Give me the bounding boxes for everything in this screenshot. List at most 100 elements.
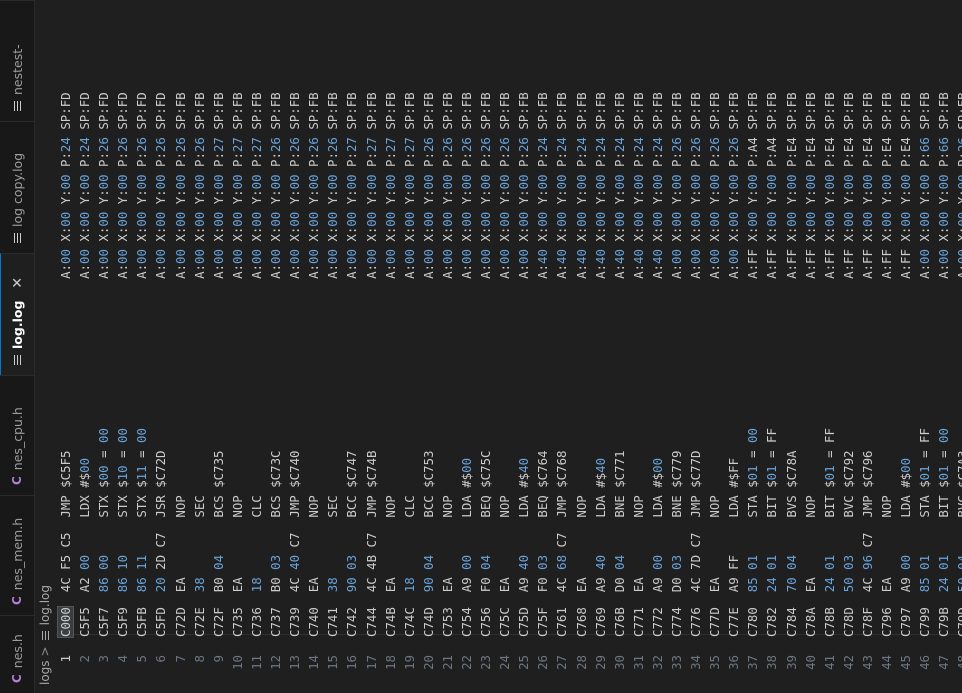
tab-log-log[interactable]: log.log ✕	[0, 253, 34, 375]
chevron-right-icon: >	[38, 646, 52, 657]
log-line[interactable]: 13 C739 4C 40 C7 JMP $C740 A:00 X:00 Y:00…	[285, 0, 304, 693]
address: C000	[57, 605, 74, 639]
line-number: 3	[96, 655, 112, 663]
log-line[interactable]: 9 C72F B0 04 BCS $C735 A:00 X:00 Y:00 P:2…	[209, 0, 228, 693]
address: C78B	[821, 607, 837, 637]
log-line[interactable]: 16 C742 90 03 BCC $C747 A:00 X:00 Y:00 P:…	[342, 0, 361, 693]
log-line[interactable]: 6 C5FD 20 2D C7 JSR $C72D A:00 X:00 Y:00 …	[151, 0, 170, 693]
address: C740	[306, 607, 322, 637]
tab-nes-h[interactable]: C nes.h	[0, 615, 34, 693]
log-line[interactable]: 28 C768 EA NOP A:40 X:00 Y:00 P:24 SP:FB	[572, 0, 591, 693]
address: C77E	[726, 607, 742, 637]
line-number: 30	[611, 655, 627, 670]
log-line[interactable]: 38 C782 24 01 BIT $01 = FF A:FF X:00 Y:00…	[762, 0, 781, 693]
log-line[interactable]: 47 C79B 24 01 BIT $01 = 00 A:00 X:00 Y:00…	[934, 0, 953, 693]
log-line[interactable]: 5 C5FB 86 11 STX $11 = 00 A:00 X:00 Y:00 …	[132, 0, 151, 693]
log-line[interactable]: 1 C000 4C F5 C5 JMP $C5F5 A:00 X:00 Y:00 …	[56, 0, 75, 693]
log-line[interactable]: 19 C74C 18 CLC A:00 X:00 Y:00 P:27 SP:FB	[400, 0, 419, 693]
address: C784	[783, 607, 799, 637]
log-line[interactable]: 11 C736 18 CLC A:00 X:00 Y:00 P:27 SP:FB	[247, 0, 266, 693]
log-line[interactable]: 23 C756 F0 04 BEQ $C75C A:00 X:00 Y:00 P:…	[476, 0, 495, 693]
log-line[interactable]: 10 C735 EA NOP A:00 X:00 Y:00 P:27 SP:FB	[228, 0, 247, 693]
log-line[interactable]: 39 C784 70 04 BVS $C78A A:FF X:00 Y:00 P:…	[782, 0, 801, 693]
log-line[interactable]: 18 C74B EA NOP A:00 X:00 Y:00 P:27 SP:FB	[381, 0, 400, 693]
line-number: 10	[229, 655, 245, 670]
log-line[interactable]: 43 C78F 4C 96 C7 JMP $C796 A:FF X:00 Y:00…	[858, 0, 877, 693]
log-line[interactable]: 36 C77E A9 FF LDA #$FF A:00 X:00 Y:00 P:2…	[724, 0, 743, 693]
log-line-text: C780 85 01 STA $01 = 00 A:FF X:00 Y:00 P…	[745, 92, 761, 637]
tab-label: log copy.log	[9, 152, 25, 227]
log-line[interactable]: 45 C797 A9 00 LDA #$00 A:FF X:00 Y:00 P:E…	[896, 0, 915, 693]
log-line[interactable]: 2 C5F5 A2 00 LDX #$00 A:00 X:00 Y:00 P:24…	[75, 0, 94, 693]
log-line[interactable]: 40 C78A EA NOP A:FF X:00 Y:00 P:E4 SP:FB	[801, 0, 820, 693]
c-file-icon: C	[10, 476, 24, 485]
address: C741	[325, 607, 341, 637]
log-line[interactable]: 48 C79D 50 04 BVC $C7A3 A:00 X:00 Y:00 P:…	[953, 0, 962, 693]
log-line-text: C769 A9 40 LDA #$40 A:40 X:00 Y:00 P:24 …	[592, 92, 608, 637]
log-line[interactable]: 3 C5F7 86 00 STX $00 = 00 A:00 X:00 Y:00 …	[94, 0, 113, 693]
log-line[interactable]: 35 C77D EA NOP A:00 X:00 Y:00 P:26 SP:FB	[705, 0, 724, 693]
log-line-text: C78D 50 03 BVC $C792 A:FF X:00 Y:00 P:E4…	[840, 92, 856, 637]
line-number: 35	[707, 655, 723, 670]
log-line[interactable]: 34 C776 4C 7D C7 JMP $C77D A:00 X:00 Y:00…	[686, 0, 705, 693]
tab-log-copy-log[interactable]: log copy.log	[0, 121, 34, 253]
address: C5F5	[77, 607, 93, 637]
log-line[interactable]: 44 C796 EA NOP A:FF X:00 Y:00 P:E4 SP:FB	[877, 0, 896, 693]
log-line-text: C768 EA NOP A:40 X:00 Y:00 P:24 SP:FB	[573, 92, 589, 637]
tab-nes-mem-h[interactable]: C nes_mem.h	[0, 495, 34, 615]
log-line[interactable]: 17 C744 4C 4B C7 JMP $C74B A:00 X:00 Y:00…	[362, 0, 381, 693]
log-line-text: C78A EA NOP A:FF X:00 Y:00 P:E4 SP:FB	[802, 92, 818, 637]
line-number: 29	[592, 655, 608, 670]
log-line[interactable]: 26 C75F F0 03 BEQ $C764 A:40 X:00 Y:00 P:…	[533, 0, 552, 693]
log-line[interactable]: 41 C78B 24 01 BIT $01 = FF A:FF X:00 Y:00…	[820, 0, 839, 693]
tab-bar: C nes.h C nes_mem.h C nes_cpu.h log.log …	[0, 0, 35, 693]
log-line[interactable]: 46 C799 85 01 STA $01 = FF A:00 X:00 Y:00…	[915, 0, 934, 693]
address: C739	[287, 607, 303, 637]
log-line[interactable]: 37 C780 85 01 STA $01 = 00 A:FF X:00 Y:00…	[743, 0, 762, 693]
code-editor[interactable]: 1 C000 4C F5 C5 JMP $C5F5 A:00 X:00 Y:00 …	[56, 0, 962, 693]
text-file-icon	[12, 355, 23, 365]
address: C742	[344, 607, 360, 637]
log-line-text: C77E A9 FF LDA #$FF A:00 X:00 Y:00 P:26 …	[726, 92, 742, 637]
close-icon[interactable]: ✕	[9, 276, 26, 289]
line-number: 21	[439, 655, 455, 670]
address: C744	[363, 607, 379, 637]
log-line[interactable]: 8 C72E 38 SEC A:00 X:00 Y:00 P:26 SP:FB	[190, 0, 209, 693]
log-line[interactable]: 4 C5F9 86 10 STX $10 = 00 A:00 X:00 Y:00 …	[113, 0, 132, 693]
line-number: 36	[726, 655, 742, 670]
log-line[interactable]: 29 C769 A9 40 LDA #$40 A:40 X:00 Y:00 P:2…	[591, 0, 610, 693]
log-line[interactable]: 20 C74D 90 04 BCC $C753 A:00 X:00 Y:00 P:…	[419, 0, 438, 693]
line-number: 11	[248, 655, 264, 670]
tab-nes-cpu-h[interactable]: C nes_cpu.h	[0, 375, 34, 495]
log-line-text: C737 B0 03 BCS $C73C A:00 X:00 Y:00 P:26…	[268, 92, 284, 637]
log-line[interactable]: 30 C76B D0 04 BNE $C771 A:40 X:00 Y:00 P:…	[610, 0, 629, 693]
breadcrumb-folder[interactable]: logs	[38, 660, 52, 685]
tab-nestest[interactable]: nestest-	[0, 0, 34, 121]
log-line[interactable]: 24 C75C EA NOP A:00 X:00 Y:00 P:26 SP:FB	[495, 0, 514, 693]
log-line[interactable]: 25 C75D A9 40 LDA #$40 A:00 X:00 Y:00 P:2…	[514, 0, 533, 693]
log-line-text: C739 4C 40 C7 JMP $C740 A:00 X:00 Y:00 P…	[287, 92, 303, 637]
breadcrumb-file[interactable]: log.log	[38, 584, 52, 626]
log-line[interactable]: 7 C72D EA NOP A:00 X:00 Y:00 P:26 SP:FB	[171, 0, 190, 693]
log-line-text: C79B 24 01 BIT $01 = 00 A:00 X:00 Y:00 P…	[936, 92, 952, 637]
breadcrumb: logs > log.log	[34, 0, 56, 693]
log-line-text: C75F F0 03 BEQ $C764 A:40 X:00 Y:00 P:24…	[535, 92, 551, 637]
log-line[interactable]: 14 C740 EA NOP A:00 X:00 Y:00 P:26 SP:FB	[304, 0, 323, 693]
log-line[interactable]: 32 C772 A9 00 LDA #$00 A:40 X:00 Y:00 P:2…	[648, 0, 667, 693]
address: C72D	[172, 607, 188, 637]
line-number: 1	[58, 655, 73, 663]
line-number: 34	[688, 655, 704, 670]
log-line[interactable]: 42 C78D 50 03 BVC $C792 A:FF X:00 Y:00 P:…	[839, 0, 858, 693]
log-line[interactable]: 12 C737 B0 03 BCS $C73C A:00 X:00 Y:00 P:…	[266, 0, 285, 693]
line-number: 24	[497, 655, 513, 670]
log-line-text: C74C 18 CLC A:00 X:00 Y:00 P:27 SP:FB	[401, 92, 417, 637]
log-line[interactable]: 22 C754 A9 00 LDA #$00 A:00 X:00 Y:00 P:2…	[457, 0, 476, 693]
log-line[interactable]: 15 C741 38 SEC A:00 X:00 Y:00 P:26 SP:FB	[323, 0, 342, 693]
log-line[interactable]: 27 C761 4C 68 C7 JMP $C768 A:40 X:00 Y:00…	[552, 0, 571, 693]
address: C5F9	[115, 607, 131, 637]
log-line[interactable]: 21 C753 EA NOP A:00 X:00 Y:00 P:26 SP:FB	[438, 0, 457, 693]
log-line[interactable]: 33 C774 D0 03 BNE $C779 A:00 X:00 Y:00 P:…	[667, 0, 686, 693]
log-line-text: C771 EA NOP A:40 X:00 Y:00 P:24 SP:FB	[630, 92, 646, 637]
log-line[interactable]: 31 C771 EA NOP A:40 X:00 Y:00 P:24 SP:FB	[629, 0, 648, 693]
